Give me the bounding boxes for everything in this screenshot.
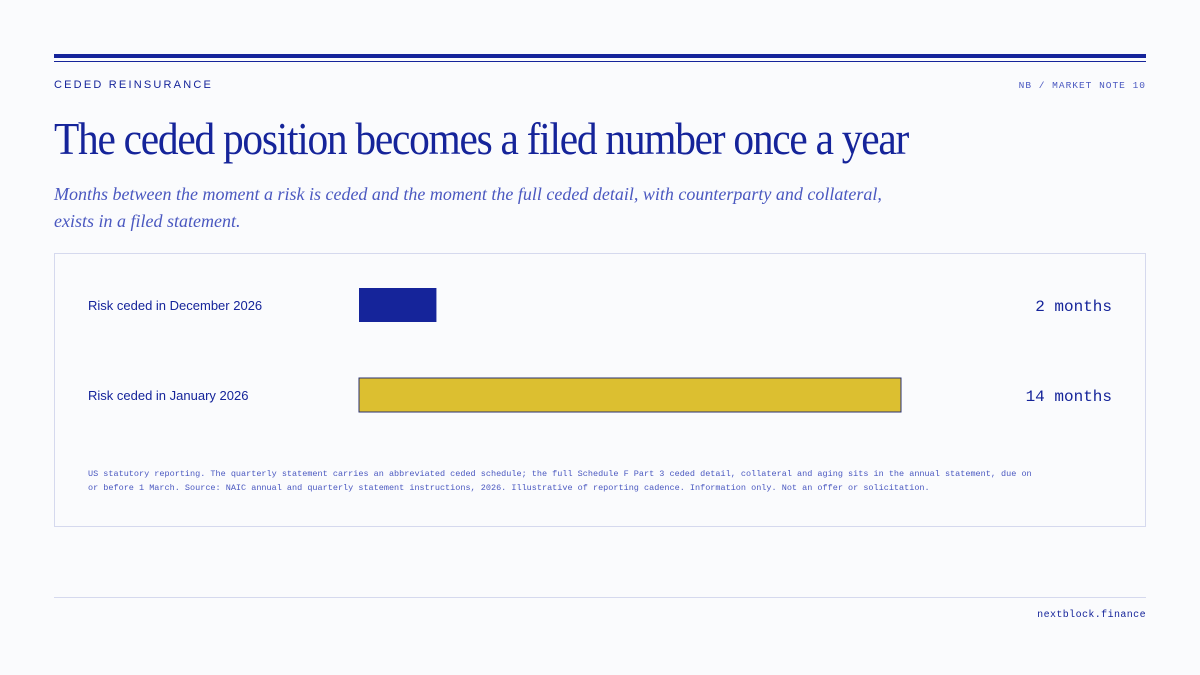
bar bbox=[358, 377, 902, 413]
top-rule-thin bbox=[54, 61, 1146, 62]
chart-footnote: US statutory reporting. The quarterly st… bbox=[88, 469, 1032, 493]
bar-chart: Risk ceded in December 2026 2 months Risk … bbox=[88, 288, 1112, 413]
top-rule-thick bbox=[54, 54, 1146, 58]
footer-url: nextblock.finance bbox=[1037, 610, 1146, 621]
chart-panel: Risk ceded in December 2026 2 months Risk … bbox=[54, 253, 1146, 527]
bottom-rule bbox=[54, 597, 1146, 598]
bar-value-label: 14 months bbox=[1026, 388, 1112, 406]
bar-category-label: Risk ceded in December 2026 bbox=[88, 298, 262, 313]
section-eyebrow: CEDED REINSURANCE bbox=[54, 79, 214, 91]
bar-category-label: Risk ceded in January 2026 bbox=[88, 388, 248, 403]
page-title: The ceded position becomes a filed numbe… bbox=[54, 113, 909, 164]
bar bbox=[359, 288, 437, 322]
page-subtitle: Months between the moment a risk is cede… bbox=[54, 184, 882, 231]
bar-value-label: 2 months bbox=[1035, 298, 1112, 316]
note-identifier: NB / MARKET NOTE 10 bbox=[1018, 80, 1146, 91]
